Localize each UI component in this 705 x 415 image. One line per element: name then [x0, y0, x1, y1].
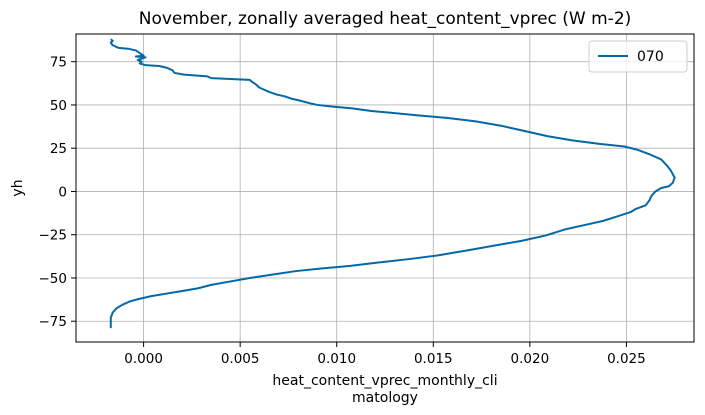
grid	[76, 34, 694, 342]
x-tick-label: 0.020	[511, 351, 550, 367]
x-tick-label: 0.025	[607, 351, 646, 367]
x-tick-label: 0.005	[221, 351, 260, 367]
series-line-070	[109, 38, 676, 329]
axes-frame	[75, 33, 695, 343]
chart-title: November, zonally averaged heat_content_…	[139, 9, 632, 29]
y-tick-label: 0	[58, 184, 67, 200]
x-axis-label-line-1: heat_content_vprec_monthly_cli	[272, 373, 497, 389]
x-axis-label-line-2: matology	[352, 390, 418, 406]
legend: 070	[588, 40, 688, 73]
x-tick-label: 0.010	[317, 351, 356, 367]
ticks: 0.000 0.005 0.010 0.015 0.020 0.025 −75 −50 −25 0…	[39, 55, 646, 367]
x-tick-label: 0.015	[414, 351, 453, 367]
y-tick-label: 25	[50, 141, 67, 157]
y-tick-label: −25	[39, 228, 68, 244]
y-tick-label: 50	[50, 98, 67, 114]
legend-box	[588, 40, 688, 73]
y-tick-label: −50	[39, 271, 68, 287]
series-layer	[109, 38, 676, 329]
legend-label: 070	[637, 49, 664, 65]
y-tick-label: 75	[50, 55, 67, 71]
x-tick-label: 0.000	[124, 351, 163, 367]
y-tick-label: −75	[39, 314, 68, 330]
y-axis-label: yh	[10, 179, 26, 196]
